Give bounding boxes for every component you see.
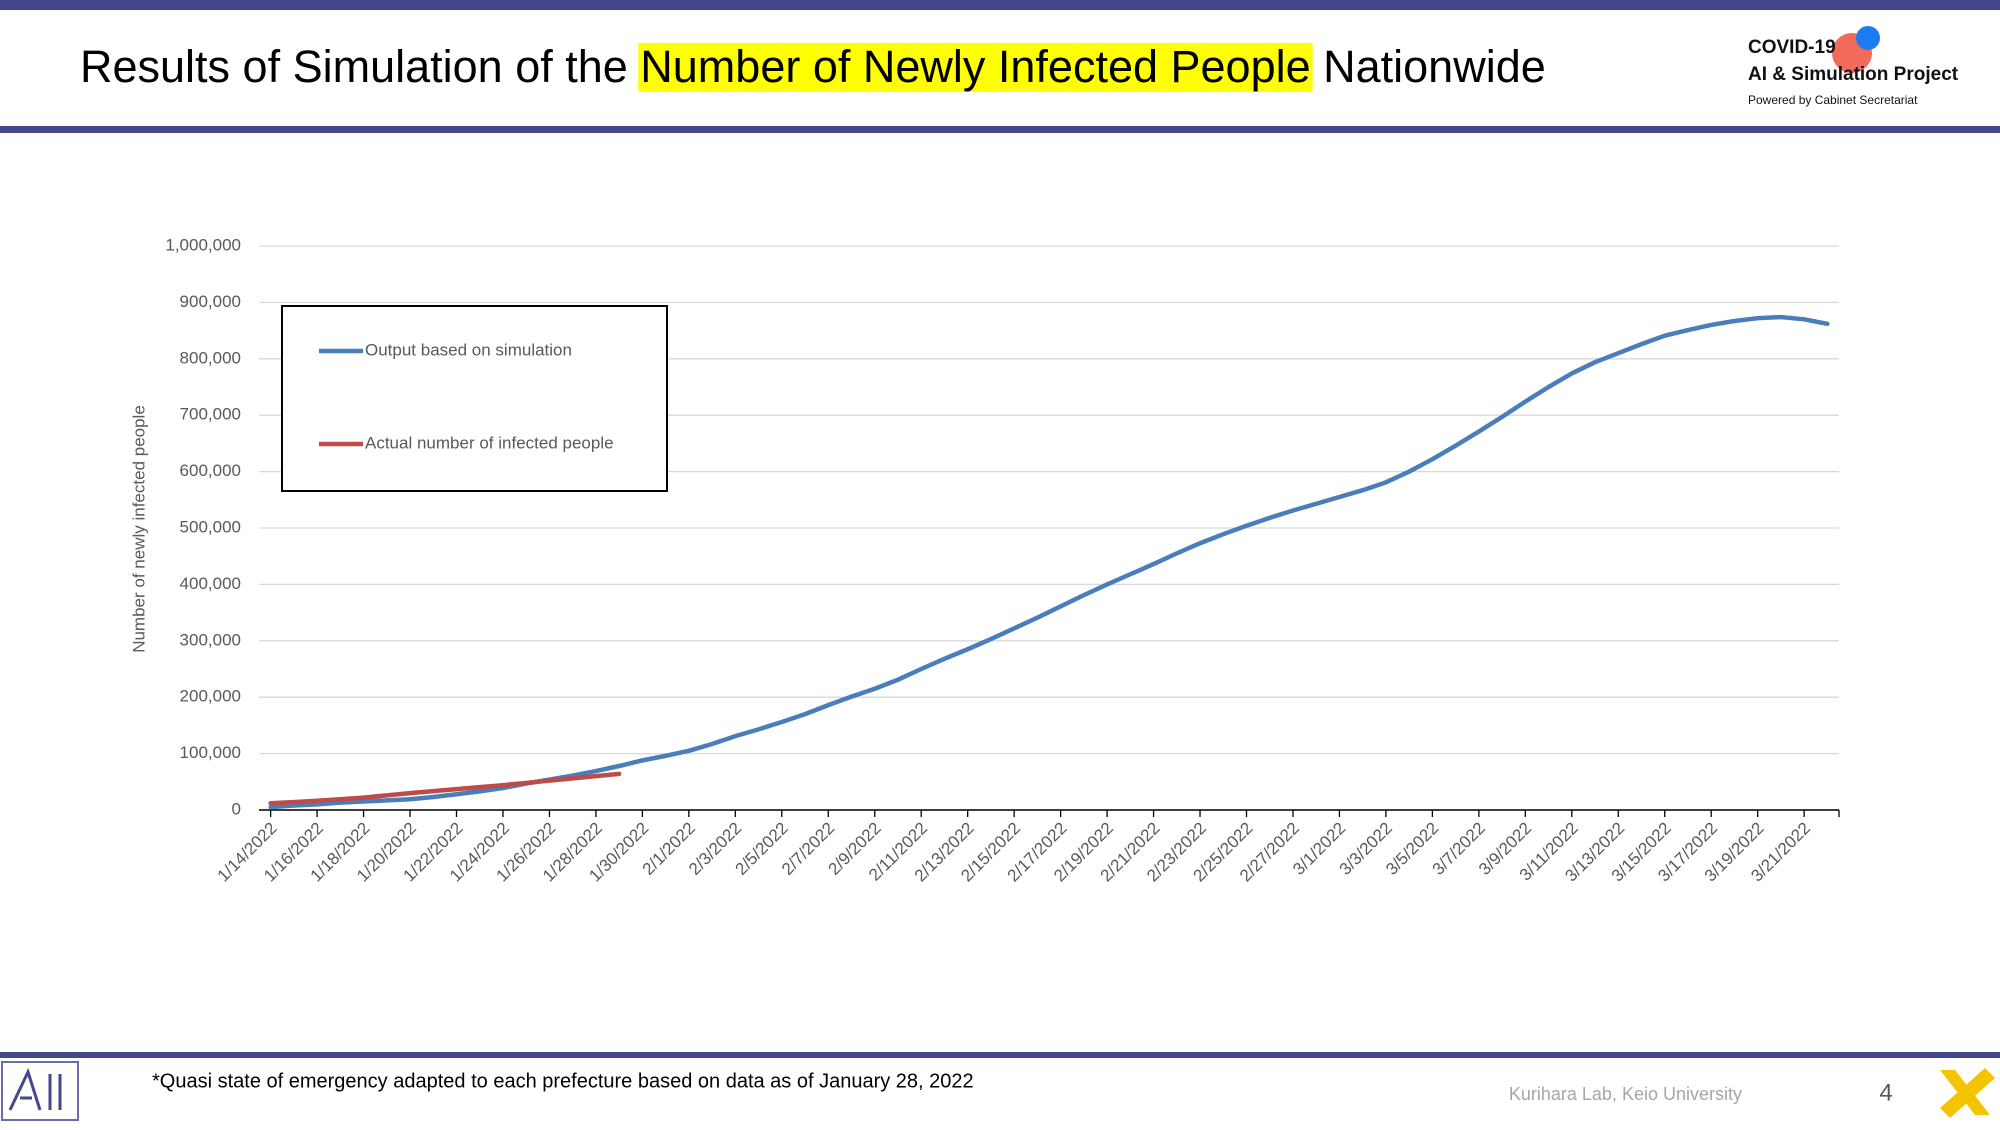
title-part: Nationwide bbox=[1311, 41, 1546, 92]
title-part: Results of Simulation of the bbox=[80, 41, 640, 92]
lab-logo bbox=[1, 1061, 79, 1121]
top-bar bbox=[0, 0, 2000, 10]
y-tick-label: 900,000 bbox=[180, 292, 241, 311]
footer-note: *Quasi state of emergency adapted to eac… bbox=[152, 1070, 974, 1092]
slide-title: Results of Simulation of the Number of N… bbox=[80, 41, 1546, 92]
plot: 0 100,000 200,000 300,000 400,000 500,000 600,… bbox=[165, 235, 1840, 885]
page-number: 4 bbox=[1879, 1079, 1892, 1106]
y-tick-label: 0 bbox=[232, 799, 241, 818]
corner-icon bbox=[1940, 1068, 1995, 1118]
y-tick-label: 500,000 bbox=[180, 517, 241, 536]
footer-rule bbox=[0, 1052, 2000, 1058]
legend-label: Actual number of infected people bbox=[365, 433, 614, 452]
y-tick-label: 100,000 bbox=[180, 743, 241, 762]
logo-glyph bbox=[8, 1067, 62, 1111]
legend: Output based on simulation Actual number … bbox=[281, 305, 668, 492]
y-tick-label: 800,000 bbox=[180, 348, 241, 367]
y-tick-label: 600,000 bbox=[180, 461, 241, 480]
header-rule bbox=[0, 126, 2000, 133]
legend-label: Output based on simulation bbox=[365, 340, 572, 359]
footer-credit: Kurihara Lab, Keio University bbox=[1509, 1084, 1742, 1104]
series-line bbox=[268, 771, 622, 806]
y-tick-label: 300,000 bbox=[180, 630, 241, 649]
logo-dot bbox=[1856, 26, 1880, 50]
y-tick-label: 400,000 bbox=[180, 574, 241, 593]
title-highlight-bg bbox=[638, 42, 1313, 92]
title-highlight: Number of Newly Infected People bbox=[640, 41, 1310, 92]
y-tick-label: 1,000,000 bbox=[165, 235, 241, 254]
y-tick-label: 700,000 bbox=[180, 405, 241, 424]
icon-stroke bbox=[1940, 1068, 1995, 1118]
logo-text: COVID-19 bbox=[1748, 37, 1836, 58]
logo-frame bbox=[1, 1061, 79, 1121]
logo-text: AI & Simulation Project bbox=[1748, 64, 1959, 85]
y-tick-label: 200,000 bbox=[180, 687, 241, 706]
legend-box bbox=[281, 305, 668, 492]
y-axis-label: Number of newly infected people bbox=[129, 405, 148, 653]
logo-subtext: Powered by Cabinet Secretariat bbox=[1748, 93, 1918, 107]
